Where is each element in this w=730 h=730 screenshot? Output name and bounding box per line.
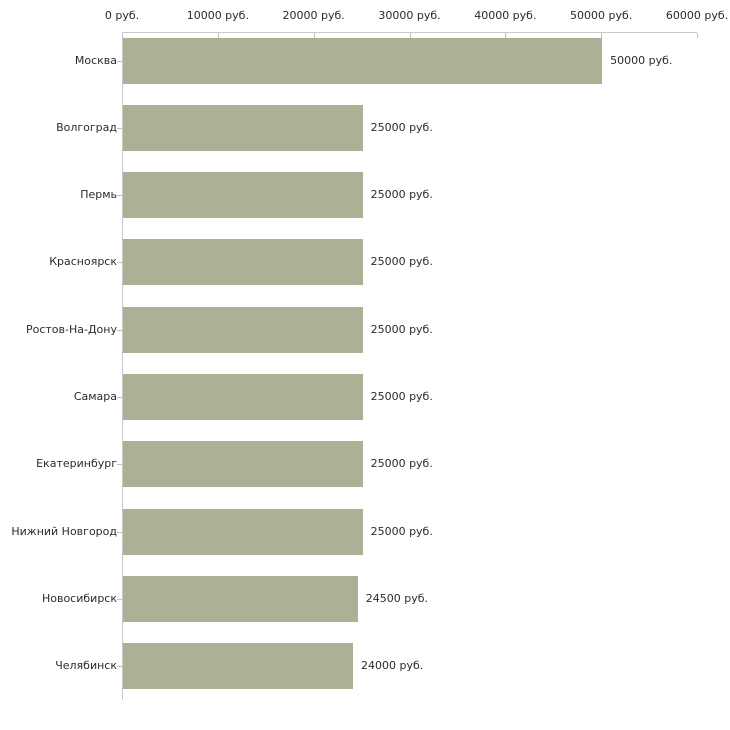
category-label: Нижний Новгород	[11, 524, 117, 538]
bar-value-label: 24000 руб.	[361, 659, 424, 673]
x-tick-mark	[217, 33, 219, 38]
bar	[123, 374, 363, 420]
bar-value-label: 25000 руб.	[370, 390, 433, 403]
category-tick-mark	[117, 666, 122, 668]
bar-value-label: 25000 руб.	[370, 255, 433, 269]
category-tick-mark	[117, 60, 122, 62]
category-tick-mark	[117, 397, 122, 398]
x-tick-label: 20000 руб.	[282, 9, 345, 22]
x-tick-label: 60000 руб.	[665, 9, 729, 22]
bar	[123, 37, 603, 84]
x-tick-label: 0 руб.	[104, 9, 140, 22]
category-label: Пермь	[80, 188, 117, 202]
x-tick-mark	[697, 33, 698, 38]
x-tick-label: 40000 руб.	[474, 9, 537, 22]
bar-value-label: 25000 руб.	[370, 524, 433, 538]
bar	[123, 239, 363, 286]
category-label: Ростов-На-Дону	[25, 322, 117, 336]
y-axis-line	[122, 32, 123, 700]
bar	[123, 104, 363, 151]
category-label: Москва	[74, 53, 117, 67]
bar	[123, 172, 363, 219]
category-label: Челябинск	[55, 659, 117, 673]
x-tick-mark	[505, 33, 507, 38]
bar-value-label: 25000 руб.	[370, 120, 433, 134]
x-axis-line	[122, 32, 697, 33]
x-tick-mark	[601, 33, 603, 38]
bar	[123, 306, 363, 353]
category-tick-mark	[117, 464, 122, 466]
bar-value-label: 24500 руб.	[365, 591, 429, 605]
bar	[123, 575, 358, 622]
category-tick-mark	[117, 598, 122, 600]
x-tick-label: 30000 руб.	[378, 9, 441, 22]
x-tick-mark	[313, 33, 315, 38]
x-tick-label: 50000 руб.	[570, 9, 633, 22]
bar	[123, 508, 363, 555]
category-tick-mark	[117, 127, 122, 129]
bar-value-label: 25000 руб.	[370, 457, 433, 471]
bar-value-label: 25000 руб.	[370, 322, 433, 336]
category-tick-mark	[117, 329, 122, 331]
bar	[123, 643, 353, 690]
x-tick-label: 10000 руб.	[186, 9, 249, 22]
category-tick-mark	[117, 262, 122, 264]
category-tick-mark	[117, 531, 122, 533]
x-tick-mark	[409, 33, 411, 38]
category-label: Самара	[73, 390, 117, 403]
bar	[123, 441, 363, 488]
bar-value-label: 25000 руб.	[370, 188, 433, 202]
category-label: Екатеринбург	[36, 457, 117, 471]
category-label: Волгоград	[56, 120, 117, 134]
category-label: Красноярск	[49, 255, 117, 269]
bar-value-label: 50000 руб.	[610, 53, 673, 67]
category-label: Новосибирск	[41, 591, 117, 605]
category-tick-mark	[117, 195, 122, 197]
